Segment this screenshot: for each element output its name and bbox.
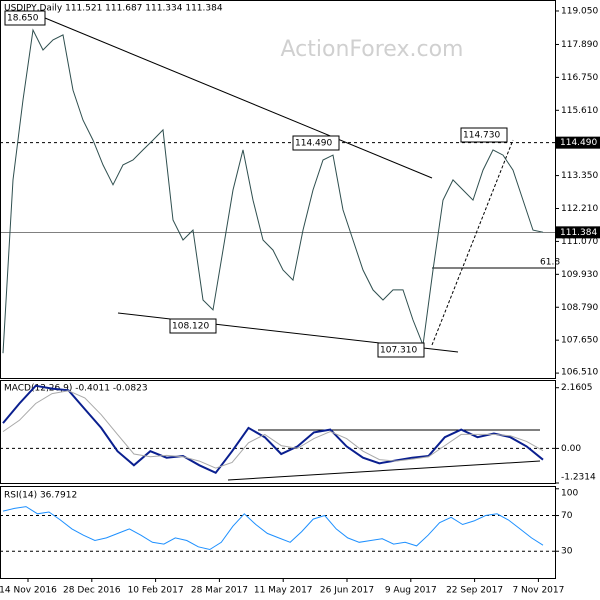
y-tick-label: 119.050 <box>561 6 598 16</box>
series-line <box>2 506 544 551</box>
y-tick-label: 108.790 <box>561 303 598 313</box>
x-tick-label: 10 Feb 2017 <box>128 586 184 596</box>
watermark: ActionForex.com <box>281 37 464 62</box>
x-tick-label: 11 May 2017 <box>254 586 313 596</box>
series-line <box>2 384 544 475</box>
rsi-title: RSI(14) 36.7912 <box>4 491 77 501</box>
x-tick-label: 22 Sep 2017 <box>446 586 503 596</box>
y-tick-label: 70 <box>561 511 573 521</box>
annotation: 108.120 <box>172 322 209 332</box>
y-tick-label: 107.650 <box>561 336 598 346</box>
annotation-box <box>292 135 340 151</box>
x-tick-label: 14 Nov 2016 <box>0 586 57 596</box>
price-label: 114.490 <box>560 138 597 148</box>
chart-title: USDJPY,Daily 111.521 111.687 111.334 111… <box>4 4 223 14</box>
price-label-box <box>556 226 600 239</box>
y-tick-label: 113.350 <box>561 171 598 181</box>
x-tick-label: 28 Mar 2017 <box>191 586 248 596</box>
x-tick-label: 26 Jun 2017 <box>320 586 374 596</box>
annotation: 107.310 <box>380 346 417 356</box>
frames <box>0 0 556 579</box>
annotation-box <box>4 10 46 26</box>
price-label: 111.384 <box>560 228 597 238</box>
x-tick-label: 9 Aug 2017 <box>385 586 437 596</box>
y-tick-label: 100 <box>561 489 578 499</box>
y-tick-label: -1.2314 <box>561 473 596 483</box>
y-tick-label: 2.1605 <box>561 383 593 393</box>
annotation: 114.490 <box>295 139 332 149</box>
annotation: 18.650 <box>7 14 39 24</box>
series-line <box>2 390 544 469</box>
price-label-box <box>556 136 600 149</box>
y-tick-label: 30 <box>561 547 573 557</box>
annotation-box <box>377 342 425 358</box>
y-tick-label: 117.890 <box>561 40 598 50</box>
series-line <box>2 28 544 354</box>
y-tick-label: 112.210 <box>561 204 598 214</box>
macd-title: MACD(12,26,9) -0.4011 -0.0823 <box>4 384 148 394</box>
y-tick-label: 0.00 <box>561 444 581 454</box>
y-tick-label: 109.930 <box>561 270 598 280</box>
annotation: 61.8 <box>540 258 560 268</box>
y-tick-label: 106.510 <box>561 368 598 378</box>
y-tick-label: 115.610 <box>561 106 598 116</box>
x-tick-label: 28 Dec 2016 <box>63 586 121 596</box>
annotation-box <box>460 127 508 143</box>
x-tick-label: 7 Nov 2017 <box>512 586 564 596</box>
y-tick-label: 111.070 <box>561 237 598 247</box>
annotation: 114.730 <box>463 131 500 141</box>
y-tick-label: 116.750 <box>561 73 598 83</box>
annotation-box <box>169 318 217 334</box>
